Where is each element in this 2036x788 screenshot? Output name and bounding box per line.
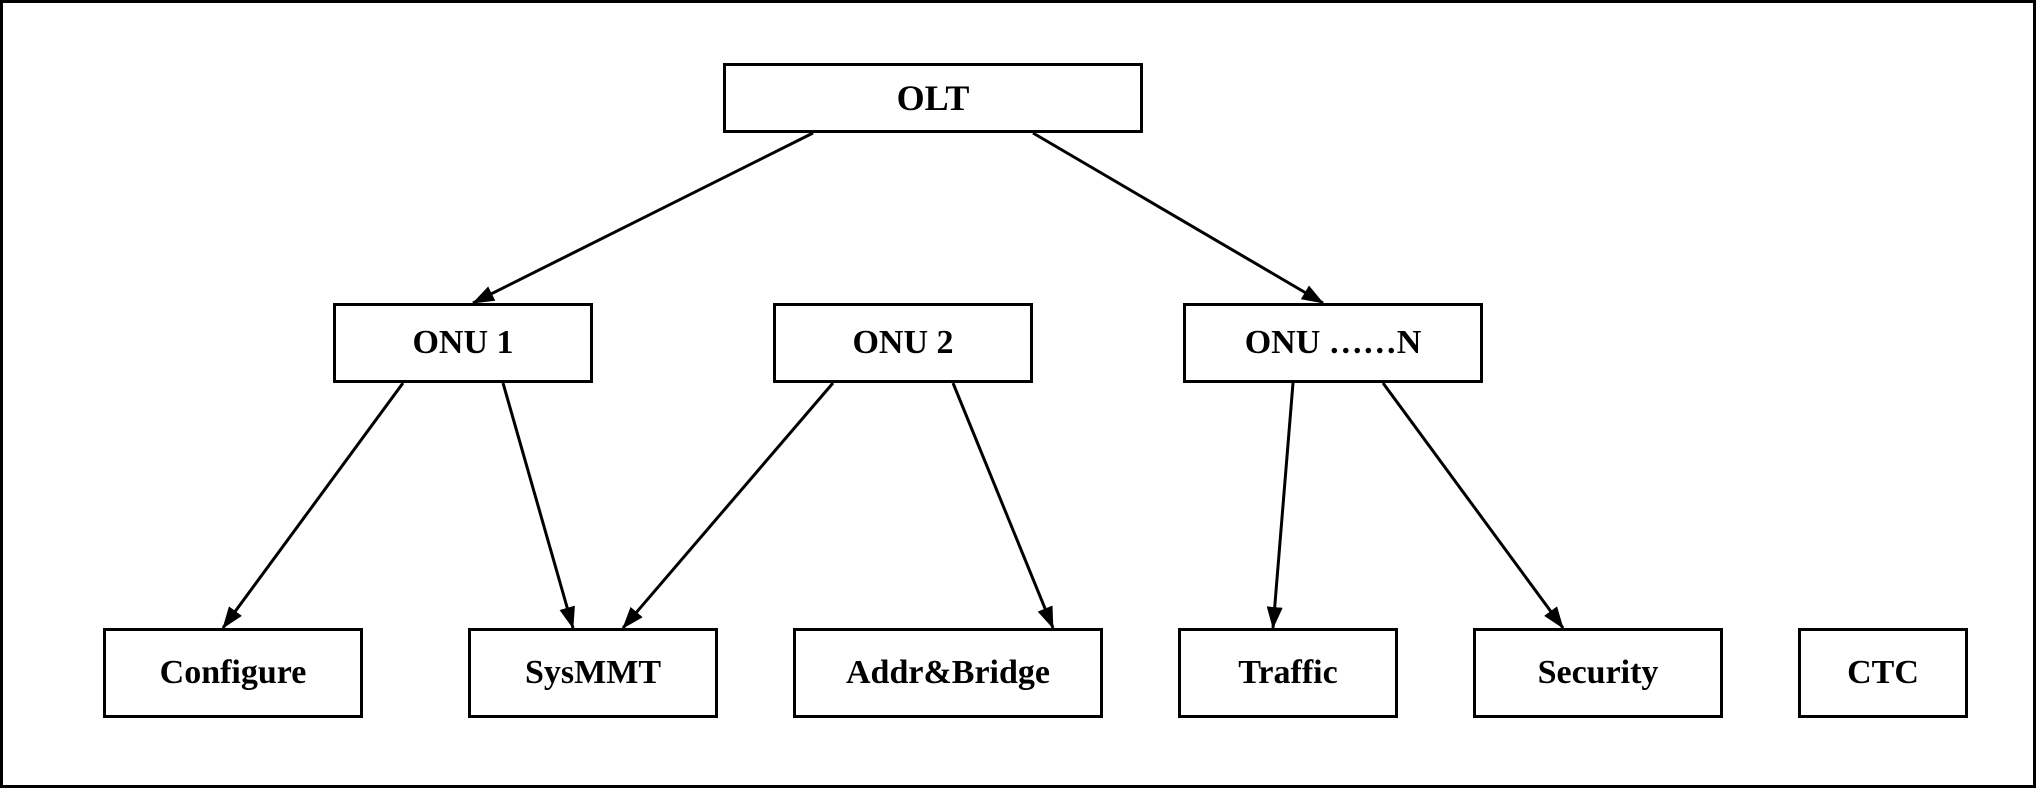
node-label: Traffic <box>1238 654 1337 692</box>
node-onun: ONU ……N <box>1183 303 1483 383</box>
node-traffic: Traffic <box>1178 628 1398 718</box>
edge-onu2-sysmmt <box>623 383 833 628</box>
node-label: ONU ……N <box>1245 324 1422 362</box>
node-label: ONU 1 <box>412 324 513 362</box>
node-onu1: ONU 1 <box>333 303 593 383</box>
edge-onun-traffic <box>1273 383 1293 628</box>
node-security: Security <box>1473 628 1723 718</box>
node-label: Addr&Bridge <box>846 654 1050 692</box>
edge-onun-security <box>1383 383 1563 628</box>
node-label: OLT <box>897 77 970 119</box>
edge-olt-onu1 <box>473 133 813 303</box>
edge-olt-onun <box>1033 133 1323 303</box>
node-label: SysMMT <box>525 654 661 692</box>
node-ctc: CTC <box>1798 628 1968 718</box>
node-addrbridge: Addr&Bridge <box>793 628 1103 718</box>
node-label: CTC <box>1847 654 1919 692</box>
edge-onu2-addrbridge <box>953 383 1053 628</box>
node-onu2: ONU 2 <box>773 303 1033 383</box>
node-configure: Configure <box>103 628 363 718</box>
node-label: ONU 2 <box>852 324 953 362</box>
diagram-canvas: OLT ONU 1 ONU 2 ONU ……N Configure SysMMT Addr&… <box>0 0 2036 788</box>
node-label: Security <box>1538 654 1659 692</box>
node-label: Configure <box>160 654 307 692</box>
node-olt: OLT <box>723 63 1143 133</box>
edge-onu1-configure <box>223 383 403 628</box>
edge-onu1-sysmmt <box>503 383 573 628</box>
node-sysmmt: SysMMT <box>468 628 718 718</box>
